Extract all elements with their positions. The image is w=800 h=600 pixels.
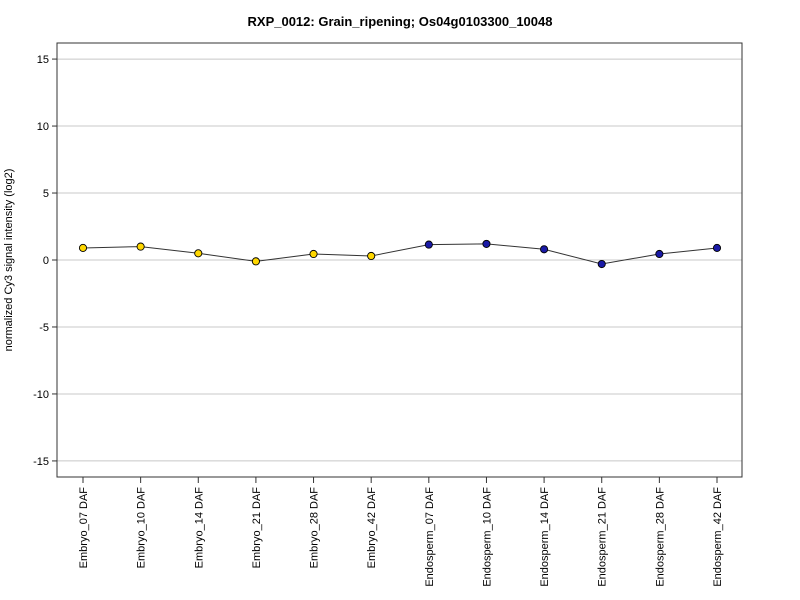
- x-tick-label: Embryo_42 DAF: [366, 487, 378, 569]
- x-tick-label: Endosperm_07 DAF: [424, 487, 436, 587]
- data-point: [540, 245, 549, 254]
- y-tick-label: -5: [39, 322, 49, 334]
- y-tick-label: 10: [37, 121, 49, 133]
- data-point: [424, 240, 433, 249]
- x-tick-label: Embryo_07 DAF: [78, 487, 90, 569]
- y-tick-label: -15: [33, 456, 49, 468]
- x-tick-label: Embryo_14 DAF: [193, 487, 205, 569]
- data-point: [136, 242, 145, 251]
- chart-title: RXP_0012: Grain_ripening; Os04g0103300_1…: [248, 14, 553, 29]
- y-tick-label: 0: [43, 255, 49, 267]
- x-tick-label: Endosperm_10 DAF: [481, 487, 493, 587]
- data-point: [655, 249, 664, 259]
- y-tick-label: 15: [37, 54, 49, 66]
- grid-lines: [57, 58, 742, 462]
- x-tick-label: Endosperm_28 DAF: [654, 487, 666, 587]
- x-tick-label: Endosperm_42 DAF: [712, 487, 724, 587]
- series-line: [82, 243, 718, 265]
- data-point: [309, 249, 318, 259]
- data-point: [251, 257, 260, 266]
- data-point: [597, 259, 606, 269]
- data-point: [194, 249, 203, 258]
- x-tick-label: Endosperm_21 DAF: [597, 487, 609, 587]
- x-tick-label: Endosperm_14 DAF: [539, 487, 551, 587]
- data-point: [78, 243, 88, 252]
- x-axis: Embryo_07 DAF Embryo_10 DAF Embryo_14 DAF E…: [78, 477, 724, 587]
- data-point: [367, 251, 376, 261]
- x-tick-label: Embryo_28 DAF: [309, 487, 321, 569]
- y-axis-label: normalized Cy3 signal intensity (log2): [3, 169, 15, 352]
- x-tick-label: Embryo_21 DAF: [251, 487, 263, 569]
- y-axis: -15 -10 -5 0 5 10 15: [33, 54, 57, 468]
- y-tick-label: -10: [33, 389, 49, 401]
- series: [78, 239, 722, 269]
- data-point: [482, 239, 491, 248]
- x-tick-label: Embryo_10 DAF: [136, 487, 148, 569]
- y-tick-label: 5: [43, 188, 49, 200]
- data-point: [712, 243, 722, 252]
